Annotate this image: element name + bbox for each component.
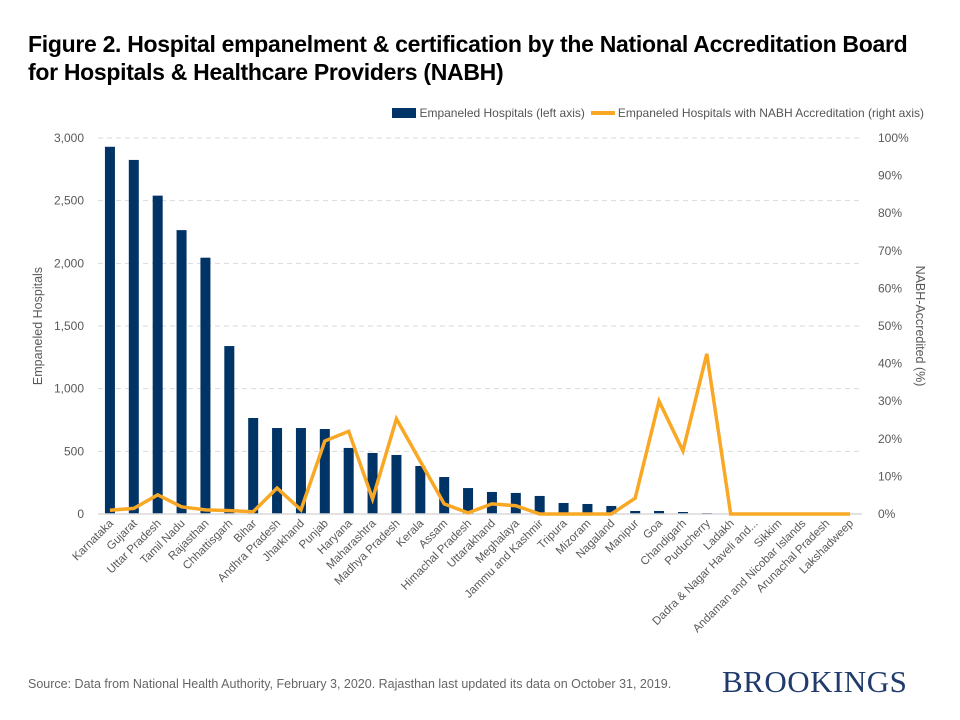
line-path bbox=[109, 353, 851, 516]
y2-tick-label: 40% bbox=[878, 357, 902, 371]
y2-tick-label: 30% bbox=[878, 394, 902, 408]
bar bbox=[176, 230, 187, 514]
y-tick-label: 1,000 bbox=[54, 382, 84, 396]
bar bbox=[582, 503, 593, 514]
bar bbox=[152, 195, 163, 515]
bar bbox=[319, 429, 330, 514]
y-tick-label: 2,500 bbox=[54, 194, 84, 208]
legend-label-line: Empaneled Hospitals with NABH Accreditat… bbox=[617, 106, 924, 120]
y-tick-label: 1,500 bbox=[54, 319, 84, 333]
y-tick-label: 500 bbox=[64, 444, 84, 458]
bar bbox=[510, 492, 521, 514]
bar bbox=[343, 447, 354, 514]
bar bbox=[463, 488, 474, 514]
source-note: Source: Data from National Health Author… bbox=[28, 677, 672, 691]
y2-tick-label: 70% bbox=[878, 244, 902, 258]
bar-series bbox=[104, 146, 856, 515]
legend-swatch-line bbox=[590, 111, 615, 115]
line-series bbox=[109, 353, 851, 516]
bar bbox=[439, 477, 450, 514]
bar bbox=[677, 511, 688, 514]
y2-tick-label: 80% bbox=[878, 206, 902, 220]
bar bbox=[200, 257, 211, 514]
y2-tick-label: 50% bbox=[878, 319, 902, 333]
bar bbox=[391, 454, 402, 514]
y-tick-label: 2,000 bbox=[54, 256, 84, 270]
legend-item-line: Empaneled Hospitals with NABH Accreditat… bbox=[590, 106, 924, 120]
y2-tick-label: 10% bbox=[878, 469, 902, 483]
y2-tick-label: 100% bbox=[878, 131, 909, 145]
bar bbox=[606, 505, 617, 514]
y2-tick-label: 60% bbox=[878, 281, 902, 295]
gridlines bbox=[98, 137, 862, 452]
bar bbox=[248, 417, 259, 514]
bar bbox=[558, 502, 569, 514]
y2-tick-label: 90% bbox=[878, 169, 902, 183]
legend-label-bars: Empaneled Hospitals (left axis) bbox=[419, 106, 585, 120]
left-axis-ticks: 0 500 1,000 1,500 2,000 2,500 3,000 bbox=[54, 131, 84, 521]
y2-tick-label: 0% bbox=[878, 507, 896, 521]
y-tick-label: 0 bbox=[77, 507, 84, 521]
bar bbox=[367, 452, 378, 514]
right-axis-ticks: 0% 10% 20% 30% 40% 50% 60% 70% 80% 90% 100% bbox=[878, 131, 909, 521]
bar bbox=[104, 146, 115, 515]
bar bbox=[272, 428, 283, 514]
bar bbox=[415, 465, 426, 514]
bar bbox=[295, 428, 306, 514]
y2-tick-label: 20% bbox=[878, 432, 902, 446]
bar bbox=[630, 510, 641, 514]
bar bbox=[534, 495, 545, 514]
y2-axis-title: NABH-Accredited (%) bbox=[913, 266, 927, 387]
brookings-logo: BROOKINGS bbox=[722, 664, 908, 699]
bar bbox=[128, 159, 139, 514]
y-tick-label: 3,000 bbox=[54, 131, 84, 145]
y-axis-title: Empaneled Hospitals bbox=[31, 267, 45, 385]
legend-swatch-bar bbox=[392, 108, 417, 118]
legend: Empaneled Hospitals (left axis) Empanele… bbox=[386, 106, 924, 120]
bar bbox=[224, 346, 235, 514]
chart-title: Figure 2. Hospital empanelment & certifi… bbox=[28, 31, 908, 85]
legend-item-bars: Empaneled Hospitals (left axis) bbox=[392, 106, 585, 120]
bar bbox=[654, 510, 665, 514]
